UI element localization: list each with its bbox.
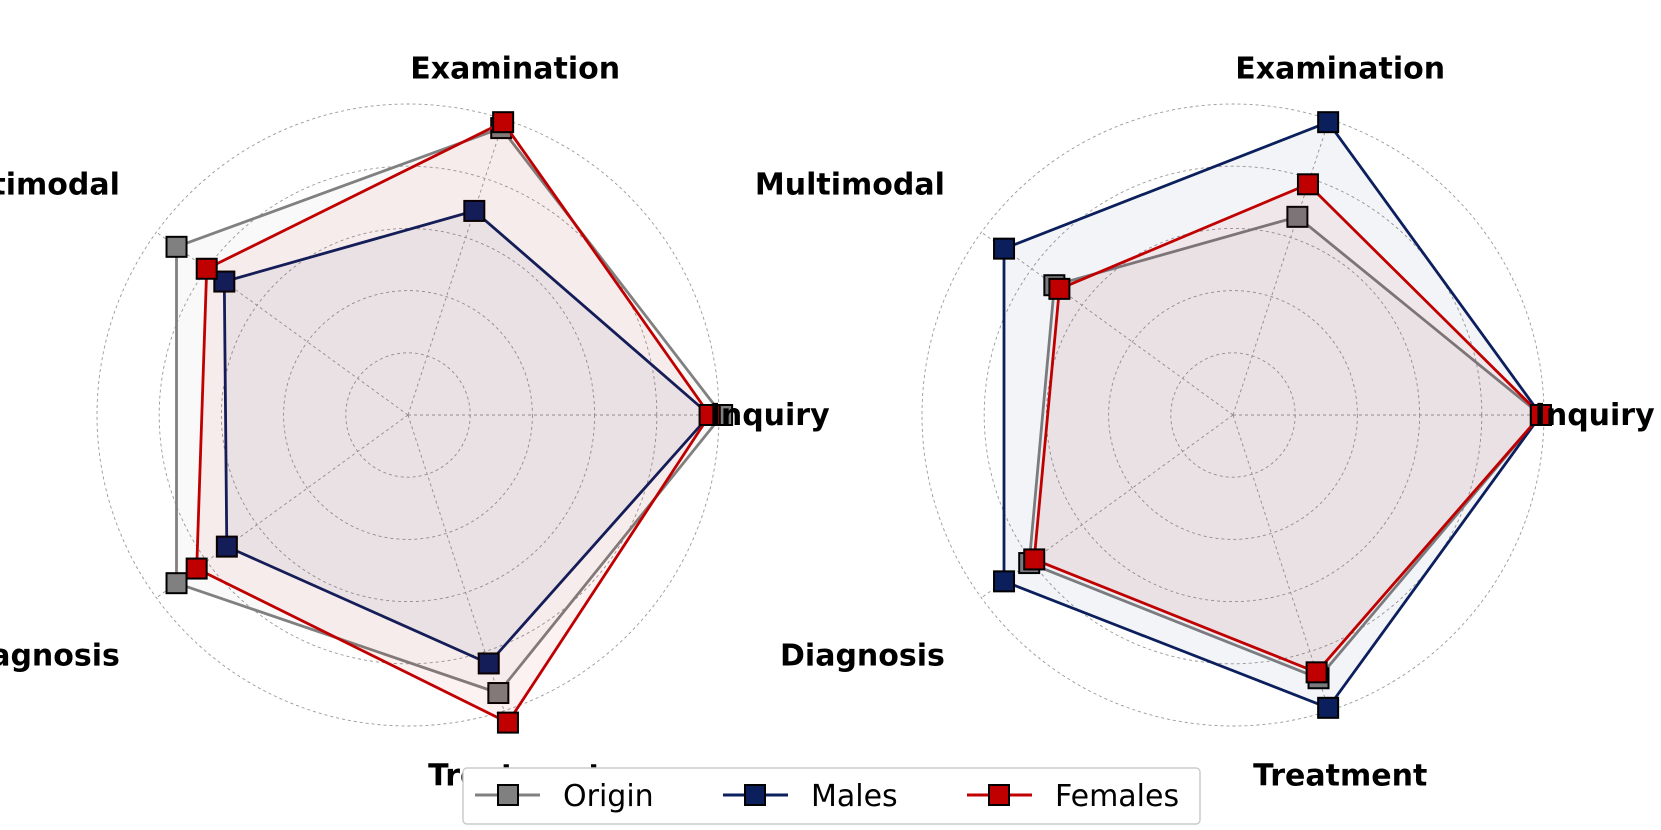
legend-origin-marker [497,784,519,806]
point-males-examination [1317,111,1340,134]
series-line-females [1032,182,1543,674]
legend-females-marker [988,784,1010,806]
series-fill-females [1034,184,1541,673]
point-origin-multimodal [165,235,188,258]
point-females-examination [492,111,515,134]
series-line-males [222,209,712,665]
legend-entry-males: Males [723,779,898,814]
axis-label-multimodal: Multimodal [755,168,945,203]
point-males-multimodal [213,270,236,293]
axis-label-inquiry: Inquiry [710,398,830,433]
series-fill-males [1004,122,1541,708]
axis-label-inquiry: Inquiry [1535,398,1655,433]
point-females-inquiry [1529,404,1552,426]
series-fill-origin [176,128,723,694]
point-females-multimodal [1048,277,1071,300]
point-males-diagnosis [215,535,238,558]
grid-ring [283,290,533,540]
axis-label-diagnosis: Diagnosis [780,638,945,673]
series-males [213,199,721,675]
series-line-males [1002,120,1543,710]
point-females-treatment [1305,661,1328,684]
series-females [185,111,721,734]
point-origin-diagnosis [165,572,188,595]
grid-spoke [407,119,505,416]
legend-origin-label: Origin [563,779,654,814]
legend-entry-origin: Origin [475,779,654,814]
grid-spoke [1232,119,1330,416]
point-females-diagnosis [185,557,208,580]
axis-label-examination: Examination [1235,52,1445,87]
point-males-treatment [1317,696,1340,719]
axis-labels: Inquiry Examination Multimodal Diagnosis Tre… [755,52,1655,794]
point-females-diagnosis [1023,548,1046,571]
point-females-inquiry [698,404,721,426]
series-females [1023,173,1552,684]
series-line-origin [1027,215,1543,680]
point-females-multimodal [195,257,218,280]
series-males [993,111,1552,719]
legend-entry-females: Females [967,779,1179,814]
grid-spoke [981,231,1234,416]
legend-males-marker [744,784,766,806]
series-line-females [195,120,712,724]
axis-label-examination: Examination [410,52,620,87]
grid-ring [1108,290,1358,540]
axis-label-diagnosis: Diagnosis [0,638,120,673]
legend: Origin Males Females [462,767,1201,825]
point-origin-examination [1286,205,1309,228]
point-males-examination [463,199,486,222]
legend-males-label: Males [811,779,898,814]
series-fill-females [196,122,710,723]
axis-label-treatment: Treatment [1253,758,1427,793]
point-males-multimodal [993,237,1016,260]
series-line-origin [175,126,724,695]
point-males-treatment [477,652,500,675]
legend-females-label: Females [1055,779,1179,814]
radar-chart-right: Inquiry Examination Multimodal Diagnosis Tre… [755,52,1655,794]
point-origin-treatment [487,682,510,705]
axis-label-multimodal: Multimodal [0,168,120,203]
radar-chart-left: InquiryExaminationMultimodalDiagnosisTre… [0,52,830,794]
point-females-treatment [496,711,519,734]
point-males-diagnosis [993,570,1016,593]
legend-frame [462,767,1201,825]
point-females-examination [1296,173,1319,196]
